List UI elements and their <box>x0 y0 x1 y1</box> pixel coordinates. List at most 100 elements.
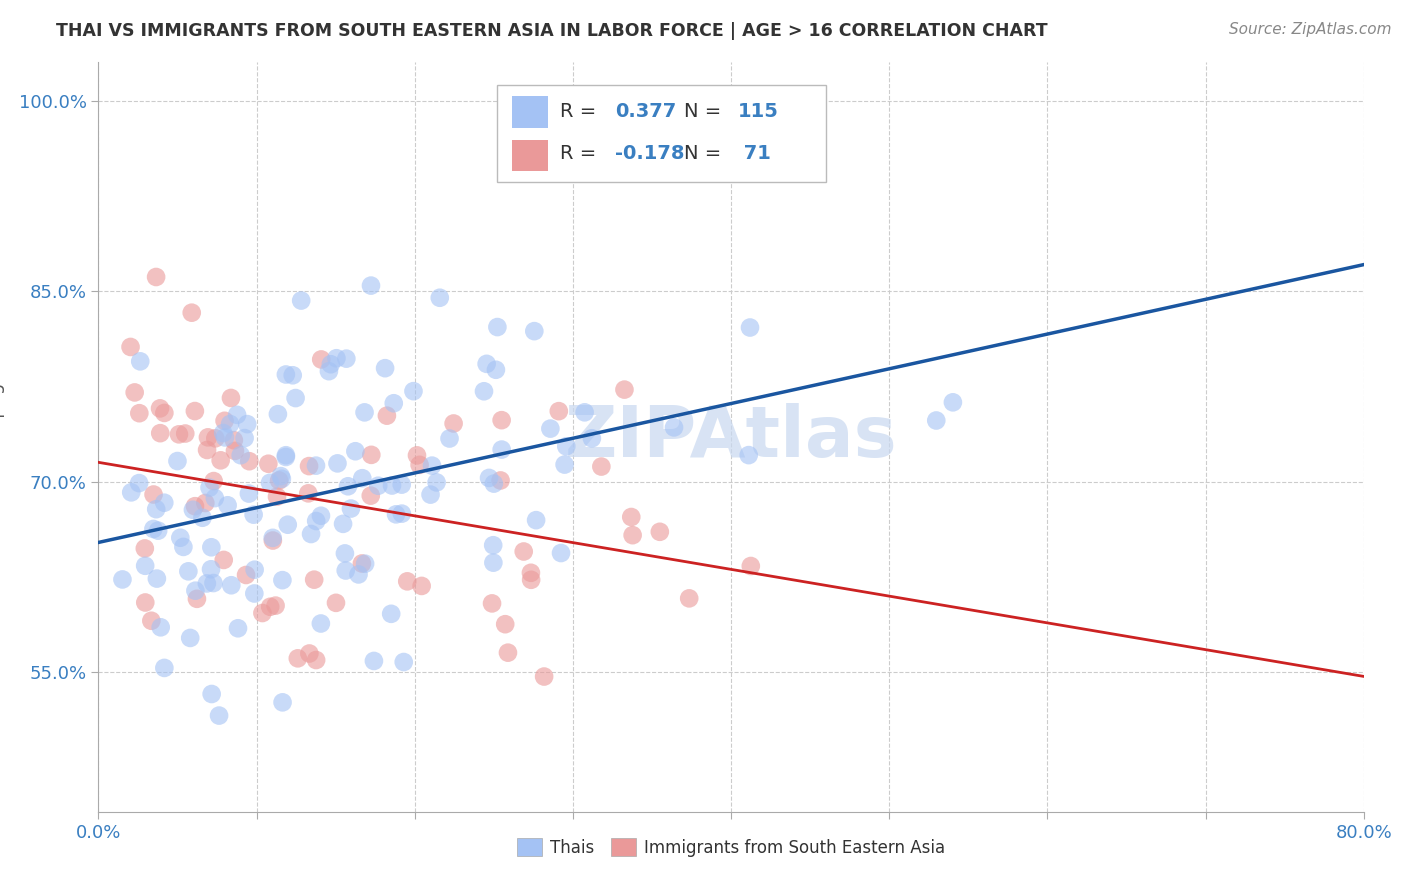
Point <box>485 363 508 377</box>
Point <box>419 487 441 501</box>
Point <box>360 448 382 462</box>
Point <box>134 558 156 573</box>
Point <box>332 516 354 531</box>
Point <box>333 546 356 560</box>
Point <box>134 541 156 556</box>
Point <box>305 458 328 473</box>
Point <box>309 352 332 367</box>
Point <box>111 573 134 587</box>
Point <box>305 653 328 667</box>
Point <box>337 479 360 493</box>
Point <box>149 426 172 441</box>
Point <box>252 606 274 620</box>
Point <box>184 499 207 513</box>
Point <box>212 425 235 440</box>
Point <box>267 407 290 421</box>
Point <box>439 432 461 446</box>
Point <box>287 651 309 665</box>
Point <box>134 595 156 609</box>
Point <box>648 524 671 539</box>
Point <box>478 471 501 485</box>
Point <box>180 306 202 320</box>
Point <box>406 448 429 462</box>
Point <box>179 631 201 645</box>
Point <box>482 556 505 570</box>
Point <box>392 655 415 669</box>
Point <box>496 646 519 660</box>
Point <box>486 320 509 334</box>
Point <box>262 531 284 545</box>
Point <box>195 576 218 591</box>
Point <box>226 621 249 635</box>
Point <box>391 507 413 521</box>
Point <box>141 614 163 628</box>
Point <box>204 431 226 445</box>
Point <box>229 448 252 462</box>
Point <box>491 413 513 427</box>
Point <box>613 383 636 397</box>
Text: N =: N = <box>685 102 728 120</box>
Point <box>238 454 260 468</box>
Point <box>222 433 245 447</box>
Point <box>191 510 214 524</box>
Point <box>236 417 259 431</box>
Point <box>153 496 176 510</box>
Point <box>146 524 169 538</box>
Point <box>309 508 332 523</box>
Point <box>200 562 222 576</box>
Point <box>177 565 200 579</box>
Point <box>221 578 243 592</box>
Point <box>271 695 294 709</box>
Point <box>219 417 242 431</box>
Point <box>259 599 281 614</box>
Point <box>925 413 948 427</box>
Text: ZIPAtlas: ZIPAtlas <box>565 402 897 472</box>
Point <box>429 291 451 305</box>
Point <box>340 501 363 516</box>
Point <box>153 661 176 675</box>
Point <box>266 490 288 504</box>
Point <box>204 491 226 505</box>
Point <box>621 528 644 542</box>
Point <box>195 442 218 457</box>
Point <box>243 586 266 600</box>
Point <box>128 476 150 491</box>
Point <box>284 391 307 405</box>
Point <box>129 354 152 368</box>
Point <box>352 471 374 485</box>
Legend: Thais, Immigrants from South Eastern Asia: Thais, Immigrants from South Eastern Asi… <box>510 832 952 863</box>
Point <box>574 405 596 419</box>
Point <box>201 687 224 701</box>
Point <box>233 431 256 445</box>
Point <box>269 474 291 488</box>
Point <box>533 669 555 683</box>
Point <box>167 427 190 442</box>
Point <box>354 557 377 571</box>
Point <box>297 486 319 500</box>
Point <box>149 401 172 416</box>
Point <box>153 406 176 420</box>
Point <box>208 708 231 723</box>
Point <box>385 508 408 522</box>
Point <box>290 293 312 308</box>
Point <box>411 579 433 593</box>
Point <box>335 564 357 578</box>
Point <box>318 364 340 378</box>
Point <box>309 616 332 631</box>
Point <box>538 422 561 436</box>
Point <box>145 270 167 285</box>
Point <box>209 453 232 467</box>
Y-axis label: In Labor Force | Age > 16: In Labor Force | Age > 16 <box>0 322 4 552</box>
Point <box>270 469 292 483</box>
FancyBboxPatch shape <box>498 85 825 182</box>
Point <box>512 544 534 558</box>
Point <box>382 396 405 410</box>
Point <box>481 596 503 610</box>
Point <box>298 647 321 661</box>
Point <box>374 361 396 376</box>
Point <box>259 475 281 490</box>
Text: N =: N = <box>685 145 728 163</box>
Text: R =: R = <box>560 145 603 163</box>
Point <box>298 459 321 474</box>
Point <box>620 510 643 524</box>
